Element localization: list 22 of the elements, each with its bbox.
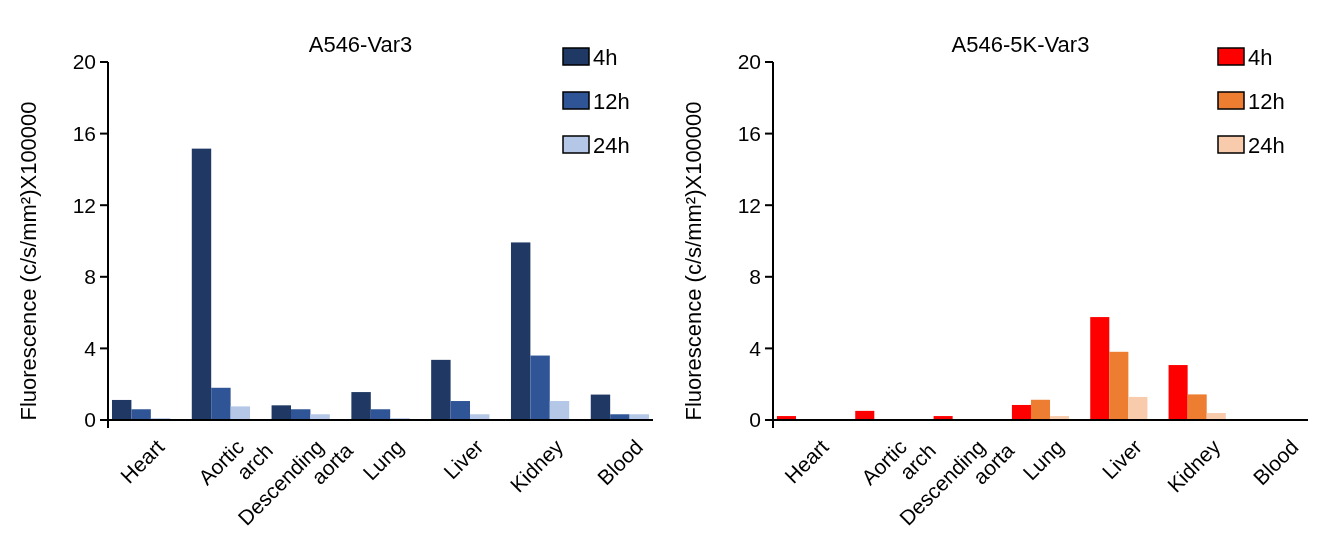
chart-title: A546-5K-Var3 — [951, 32, 1090, 57]
legend-label: 12h — [1248, 88, 1285, 114]
y-axis-title: Fluorescence (c/s/mm²)X100000 — [16, 101, 41, 421]
y-tick-label: 12 — [737, 193, 761, 217]
legend-label: 4h — [593, 44, 618, 70]
legend-label: 4h — [1248, 44, 1273, 70]
y-tick-label: 12 — [72, 193, 96, 217]
y-tick-label: 4 — [84, 336, 97, 360]
y-tick-label: 16 — [72, 121, 96, 145]
y-tick-label: 0 — [749, 408, 761, 432]
legend-label: 12h — [593, 88, 630, 114]
y-tick-label: 8 — [749, 265, 761, 289]
legend-label: 24h — [1248, 132, 1285, 158]
y-tick-label: 8 — [84, 265, 96, 289]
y-tick-label: 4 — [749, 336, 762, 360]
y-tick-label: 0 — [84, 408, 96, 432]
y-tick-label: 16 — [737, 121, 761, 145]
legend-label: 24h — [593, 132, 630, 158]
y-axis-title: Fluorescence (c/s/mm²)X100000 — [681, 101, 706, 421]
y-tick-label: 20 — [72, 50, 96, 74]
y-tick-label: 20 — [737, 50, 761, 74]
chart-title: A546-Var3 — [308, 32, 413, 57]
